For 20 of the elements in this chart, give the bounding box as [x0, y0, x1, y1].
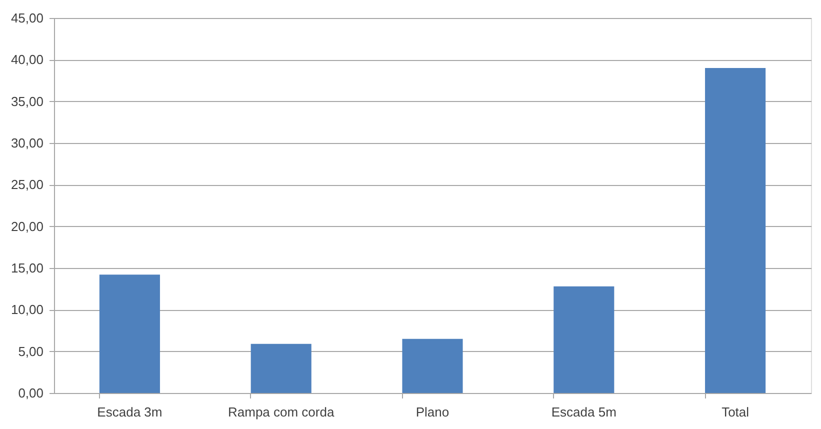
bar — [250, 344, 312, 393]
x-tick-label: Escada 3m — [97, 404, 162, 420]
y-tick-label: 10,00 — [10, 302, 44, 318]
bar — [705, 68, 766, 393]
y-tick-label: 15,00 — [10, 260, 44, 276]
bar — [554, 286, 614, 393]
y-tick-label: 35,00 — [10, 94, 44, 109]
y-tick-label: 40,00 — [10, 52, 44, 68]
bar — [402, 338, 463, 393]
y-tick-label: 30,00 — [10, 136, 44, 150]
x-tick-label: Total — [722, 404, 750, 420]
bar — [99, 274, 160, 393]
x-tick-label: Plano — [416, 404, 450, 420]
y-tick-label: 5,00 — [18, 344, 44, 359]
y-tick-label: 25,00 — [10, 177, 44, 192]
x-tick-label: Rampa com corda — [228, 404, 335, 420]
y-tick-label: 45,00 — [10, 10, 44, 26]
y-tick-label: 20,00 — [10, 218, 44, 234]
x-tick-label: Escada 5m — [551, 404, 616, 420]
y-tick-label: 0,00 — [18, 386, 44, 400]
